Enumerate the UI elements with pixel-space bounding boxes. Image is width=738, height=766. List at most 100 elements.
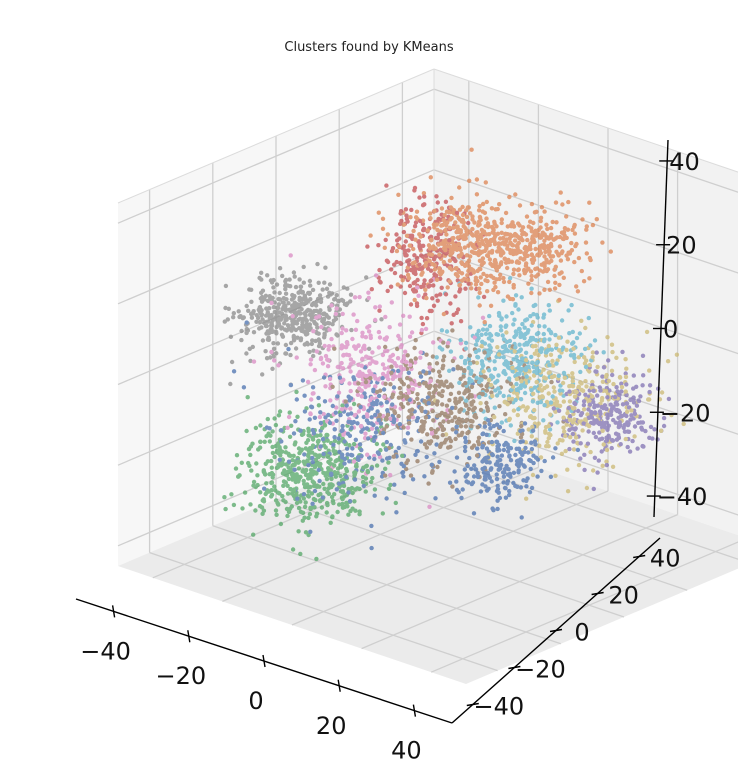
scatter-point — [490, 230, 495, 235]
scatter-point — [408, 215, 413, 220]
scatter-point — [626, 429, 632, 434]
scatter-point — [380, 376, 385, 381]
scatter-point — [505, 442, 510, 447]
scatter-point — [623, 357, 628, 362]
scatter-point — [293, 313, 299, 318]
scatter-point — [584, 224, 589, 229]
z-tick-label: −20 — [660, 399, 711, 427]
scatter-point — [492, 414, 497, 420]
scatter-point — [290, 477, 295, 482]
scatter-point — [624, 366, 629, 371]
scatter-point — [579, 318, 584, 323]
scatter-point — [482, 350, 487, 355]
scatter-point — [320, 287, 325, 292]
scatter-point — [240, 506, 245, 511]
scatter-point — [470, 214, 475, 219]
scatter-point — [437, 384, 442, 389]
scatter-point — [523, 350, 529, 355]
scatter-point — [507, 194, 512, 200]
scatter-point — [357, 386, 362, 391]
scatter-point — [474, 192, 480, 197]
scatter-point — [530, 428, 536, 433]
scatter-point — [619, 389, 624, 394]
scatter-point — [500, 344, 506, 350]
scatter-point — [647, 389, 652, 395]
scatter-point — [546, 327, 552, 332]
scatter-point — [488, 333, 494, 338]
scatter-point — [610, 372, 615, 378]
scatter-point — [451, 367, 456, 372]
scatter-point — [429, 237, 434, 243]
scatter-point — [257, 275, 262, 281]
scatter-point — [427, 365, 432, 370]
scatter-point — [449, 321, 454, 326]
scatter-point — [564, 253, 569, 258]
scatter-point — [591, 388, 596, 393]
scatter-point — [477, 394, 482, 400]
scatter-point — [559, 230, 565, 235]
scatter-point — [395, 356, 401, 361]
scatter-point — [475, 474, 481, 480]
scatter-point — [406, 421, 412, 426]
scatter-point — [550, 358, 555, 364]
scatter-point — [311, 348, 316, 353]
scatter-point — [377, 393, 382, 399]
scatter-point — [469, 466, 474, 471]
scatter-point — [348, 357, 354, 362]
scatter-point — [292, 487, 297, 492]
scatter-point — [365, 244, 370, 249]
scatter-point — [587, 276, 592, 281]
scatter-point — [582, 346, 588, 352]
gridline — [338, 471, 688, 591]
scatter-point — [598, 411, 603, 416]
scatter-point — [265, 416, 270, 422]
scatter-point — [314, 322, 319, 327]
scatter-point — [277, 491, 282, 496]
scatter-point — [422, 381, 427, 386]
scatter-point — [546, 343, 551, 349]
scatter-point — [492, 219, 497, 224]
scatter-point — [458, 319, 464, 324]
scatter-point — [594, 217, 599, 222]
scatter-point — [440, 389, 445, 394]
x-tick — [111, 605, 116, 618]
scatter-point — [504, 339, 510, 345]
scatter-point — [515, 267, 521, 273]
scatter-point — [363, 489, 368, 494]
scatter-point — [262, 470, 267, 475]
scatter-point — [310, 287, 316, 293]
scatter-point — [488, 426, 493, 431]
scatter-point — [634, 403, 640, 408]
scatter-point — [443, 432, 449, 437]
scatter-point — [332, 435, 337, 440]
scatter-point — [620, 402, 626, 407]
scatter-point — [228, 381, 233, 387]
scatter-point — [634, 384, 639, 389]
scatter-point — [389, 370, 394, 376]
scatter-point — [390, 402, 395, 407]
scatter-point — [340, 326, 345, 331]
scatter-point — [573, 401, 578, 407]
pane-edge — [433, 68, 738, 173]
scatter-point — [304, 321, 309, 327]
scatter-point — [429, 426, 434, 432]
scatter-point — [495, 486, 501, 492]
scatter-point — [494, 472, 499, 477]
scatter-point — [502, 466, 508, 472]
scatter-point — [541, 418, 546, 423]
scatter-point — [467, 376, 472, 382]
scatter-point — [401, 229, 407, 235]
scatter-point — [529, 323, 534, 328]
scatter-point — [492, 366, 498, 372]
scatter-point — [343, 345, 349, 350]
scatter-point — [536, 232, 541, 237]
scatter-point — [366, 290, 371, 295]
scatter-point — [345, 452, 350, 457]
scatter-point — [565, 467, 570, 472]
scatter-point — [283, 286, 288, 292]
scatter-point — [244, 428, 249, 434]
scatter-point — [435, 464, 440, 470]
scatter-point — [323, 445, 328, 450]
scatter-point — [454, 479, 459, 484]
scatter-point — [366, 329, 372, 334]
